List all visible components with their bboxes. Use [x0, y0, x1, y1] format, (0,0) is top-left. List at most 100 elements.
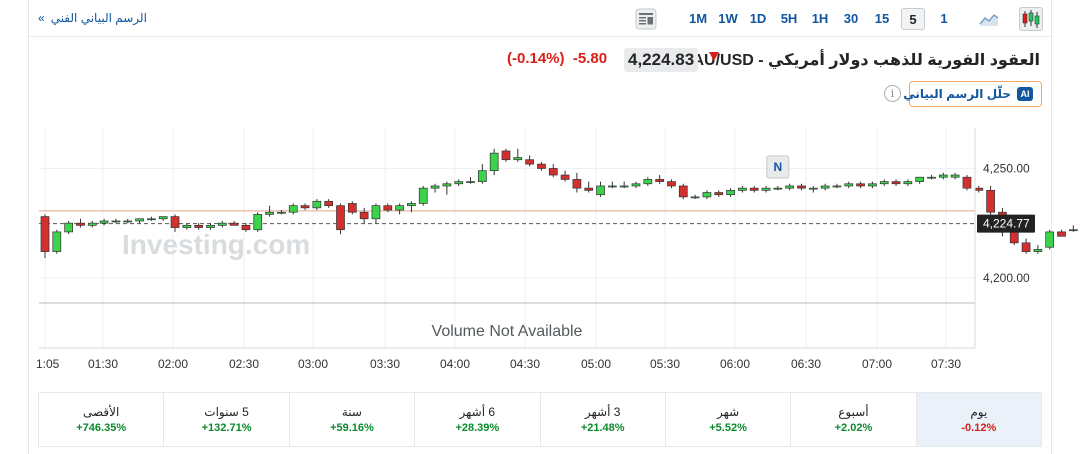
- candle: [277, 210, 286, 215]
- candle: [489, 148, 499, 176]
- candle: [52, 229, 62, 254]
- timeframe-1M[interactable]: 1M: [688, 11, 708, 26]
- time-tick-label: 05:00: [581, 357, 611, 371]
- performance-cell[interactable]: الأقصى +746.35%: [39, 393, 163, 446]
- time-tick-label: 04:00: [440, 357, 470, 371]
- price-change: (-0.14%) -5.80: [507, 50, 607, 67]
- candle: [690, 194, 700, 200]
- candle: [312, 199, 322, 211]
- last-price-badge: 4,224.77: [977, 214, 1035, 233]
- performance-cell[interactable]: أسبوع +2.02%: [790, 393, 915, 446]
- candle: [418, 185, 428, 206]
- candle: [915, 176, 925, 184]
- analyze-chart-label: حلّل الرسم البياني: [903, 87, 1011, 101]
- candle: [1033, 245, 1043, 254]
- candle: [194, 223, 204, 230]
- candle: [667, 179, 676, 189]
- candle: [336, 203, 345, 235]
- time-tick-label: 05:30: [650, 357, 680, 371]
- candle: [477, 164, 487, 184]
- price-chart[interactable]: Investing.com N Volume Not Available 4,2…: [0, 110, 1080, 385]
- technical-chart-link[interactable]: الرسم البياني الفني »: [38, 11, 147, 25]
- candle: [64, 220, 73, 235]
- candle: [1068, 225, 1078, 232]
- candle: [856, 181, 865, 189]
- news-marker-label: N: [774, 160, 783, 174]
- candle: [584, 181, 594, 193]
- candlestick-chart-icon[interactable]: [1019, 7, 1043, 31]
- candle: [76, 218, 85, 228]
- time-tick-label: 02:30: [229, 357, 259, 371]
- candle: [147, 216, 156, 221]
- timeframe-1W[interactable]: 1W: [718, 11, 738, 26]
- candle: [655, 175, 664, 184]
- volume-not-available-text: Volume Not Available: [432, 323, 583, 340]
- performance-cell[interactable]: شهر +5.52%: [664, 393, 790, 446]
- candle: [832, 183, 842, 189]
- candle: [950, 172, 960, 180]
- candle: [631, 181, 641, 189]
- timeframe-30[interactable]: 30: [843, 11, 859, 26]
- timeframe-1H[interactable]: 1H: [811, 11, 829, 26]
- performance-value: +21.48%: [580, 422, 625, 434]
- performance-cell[interactable]: 3 أشهر +21.48%: [539, 393, 665, 446]
- candle: [643, 177, 653, 186]
- performance-period-label: الأقصى: [83, 405, 120, 419]
- performance-cell[interactable]: يوم -0.12%: [915, 393, 1041, 446]
- timeframe-15[interactable]: 15: [874, 11, 890, 26]
- analyze-chart-button[interactable]: AI حلّل الرسم البياني: [903, 81, 1042, 107]
- candle: [265, 205, 274, 217]
- candle: [158, 216, 168, 221]
- price-change-abs: -5.80: [572, 50, 608, 67]
- timeframe-5H[interactable]: 5H: [780, 11, 798, 26]
- timeframe-1D[interactable]: 1D: [749, 11, 767, 26]
- candle: [986, 185, 995, 217]
- candle: [217, 220, 227, 228]
- candle: [466, 177, 475, 184]
- performance-value: +2.02%: [834, 422, 873, 434]
- candle: [407, 201, 416, 213]
- performance-cell[interactable]: سنة +59.16%: [288, 393, 414, 446]
- candle: [927, 175, 936, 180]
- performance-value: +132.71%: [201, 422, 252, 434]
- candle: [1057, 229, 1066, 237]
- candle: [891, 179, 901, 186]
- performance-cell[interactable]: 5 سنوات +132.71%: [163, 393, 288, 446]
- performance-period-label: سنة: [341, 405, 362, 419]
- time-tick-label: 01:30: [88, 357, 118, 371]
- last-price: 4,224.83: [624, 48, 699, 72]
- news-toggle-icon[interactable]: [634, 7, 658, 31]
- candle: [938, 172, 948, 180]
- performance-cell[interactable]: 6 أشهر +28.39%: [414, 393, 539, 446]
- info-icon[interactable]: i: [884, 85, 901, 102]
- performance-value: +59.16%: [330, 422, 374, 434]
- candle: [454, 179, 464, 186]
- price-axis-labels: 4,250.00 4,200.00: [983, 161, 1030, 284]
- candle: [99, 218, 109, 226]
- candle: [738, 185, 747, 193]
- chevron-right-icon: »: [38, 11, 45, 25]
- candle: [785, 183, 795, 191]
- candle: [430, 183, 440, 193]
- candle: [525, 155, 534, 167]
- instrument-title: XAU/USD - العقود الفورية للذهب دولار أمر…: [681, 52, 1040, 69]
- candle: [962, 175, 972, 191]
- time-tick-label: 03:30: [370, 357, 400, 371]
- candle: [241, 223, 251, 232]
- news-marker[interactable]: N: [766, 155, 790, 179]
- timeframe-1[interactable]: 1: [940, 11, 948, 26]
- candle: [572, 172, 582, 193]
- performance-period-label: 6 أشهر: [459, 405, 496, 419]
- candle: [868, 181, 877, 189]
- timeframe-5[interactable]: 5: [901, 8, 925, 30]
- candle: [773, 185, 783, 191]
- time-tick-label: 03:00: [298, 357, 328, 371]
- area-chart-icon[interactable]: [977, 7, 1001, 31]
- performance-strip: يوم -0.12% أسبوع +2.02% شهر +5.52% 3 أشهر +21.4…: [38, 392, 1042, 447]
- candle: [761, 185, 771, 193]
- candle: [974, 185, 984, 193]
- candle: [596, 181, 605, 197]
- ai-badge-icon: AI: [1017, 87, 1033, 101]
- chart-gridlines: [39, 128, 975, 348]
- candle: [879, 179, 889, 186]
